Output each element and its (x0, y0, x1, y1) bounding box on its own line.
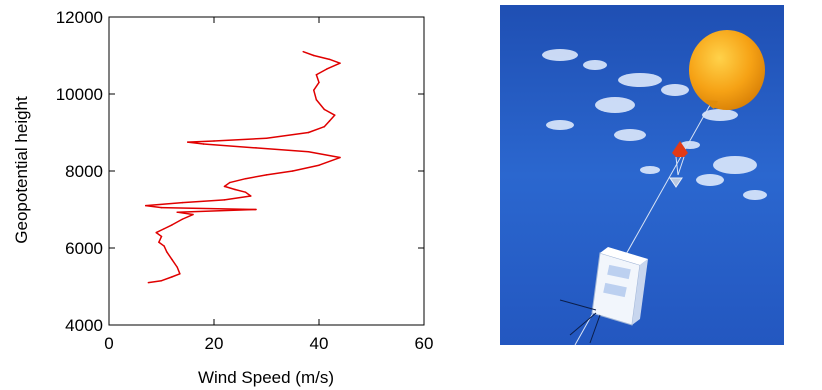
parachute-icon (672, 141, 688, 176)
series-segment (176, 266, 181, 275)
series-segment (326, 62, 341, 70)
y-tick-label: 10000 (56, 85, 103, 104)
series-segment (158, 235, 163, 243)
x-tick-label: 40 (310, 334, 329, 353)
series-segment (171, 273, 181, 278)
series-segment (315, 68, 328, 76)
series-segment (302, 50, 315, 57)
weather-balloon-illustration (500, 5, 784, 345)
series-segment (265, 131, 310, 140)
series-segment (244, 174, 268, 180)
series-segment (244, 191, 252, 197)
series-segment (181, 213, 194, 220)
series-segment (223, 185, 236, 191)
series-segment (307, 151, 341, 159)
x-tick-label: 0 (104, 334, 113, 353)
series-segment (307, 125, 325, 134)
axes (108, 16, 425, 326)
series-segment (318, 156, 341, 166)
series-segment (328, 114, 336, 122)
series-segment (158, 241, 165, 247)
y-tick-label: 4000 (65, 316, 103, 335)
series-segment (155, 231, 163, 238)
y-tick-label: 12000 (56, 8, 103, 27)
clouds (542, 49, 767, 200)
series-segment (171, 218, 184, 226)
x-axis-label: Wind Speed (m/s) (198, 368, 334, 387)
balloon (689, 30, 765, 110)
series-segment (147, 279, 163, 284)
y-tick-label: 6000 (65, 239, 103, 258)
series-segment (313, 81, 320, 91)
x-tick-label: 20 (205, 334, 224, 353)
series-segment (323, 108, 336, 116)
series-segment (313, 89, 318, 101)
series-segment (187, 140, 215, 143)
series-segment (255, 147, 310, 153)
series-segment (315, 99, 325, 111)
series-segment (202, 143, 257, 149)
series-segment (313, 54, 331, 61)
series-segment (315, 74, 320, 84)
series-layer (145, 50, 341, 284)
radiosonde-box (591, 247, 648, 326)
x-tick-label: 60 (415, 334, 434, 353)
series-segment (171, 258, 178, 268)
series-segment (292, 164, 320, 172)
y-tick-label: 8000 (65, 162, 103, 181)
series-segment (160, 206, 257, 211)
ticks: 0 20 40 60 4000 6000 8000 10000 12000 (56, 8, 434, 353)
series-segment (229, 177, 247, 184)
series-segment (213, 137, 268, 142)
series-segment (181, 199, 226, 204)
series-segment (163, 245, 168, 253)
series-segment (223, 181, 231, 188)
series-segment (163, 224, 173, 230)
series-line (145, 50, 341, 284)
series-segment (265, 170, 294, 176)
series-segment (145, 201, 184, 207)
series-segment (166, 251, 173, 261)
antenna-wires (559, 299, 601, 344)
series-segment (323, 120, 331, 128)
y-axis-label: Geopotential height (12, 96, 31, 244)
plot-frame (108, 16, 425, 326)
series-segment (328, 58, 341, 64)
series-segment (160, 276, 173, 282)
series-segment (223, 195, 252, 201)
series-segment (155, 228, 165, 234)
reflector-icon (669, 177, 683, 188)
series-segment (234, 188, 247, 193)
